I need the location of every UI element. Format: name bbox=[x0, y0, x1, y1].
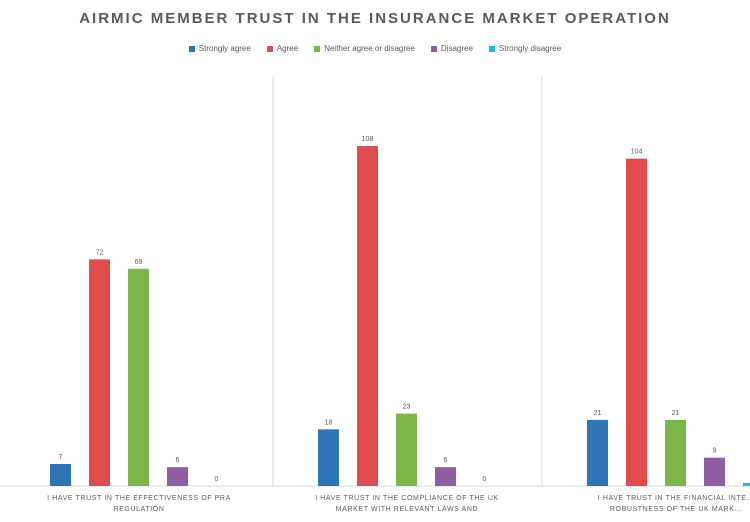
data-label-2-1: 104 bbox=[631, 149, 643, 156]
bar-1-1 bbox=[357, 146, 378, 486]
bar-1-3 bbox=[435, 467, 456, 486]
legend-swatch-agree bbox=[266, 45, 273, 52]
legend-label-neither: Neither agree or disagree bbox=[324, 44, 415, 53]
chart-legend: Strongly agree Agree Neither agree or di… bbox=[0, 44, 750, 53]
bar-0-0 bbox=[50, 463, 71, 486]
legend-label-agree: Agree bbox=[276, 44, 299, 53]
data-label-0-4: 0 bbox=[215, 476, 219, 483]
legend-label-strongly-disagree: Strongly disagree bbox=[498, 44, 562, 53]
legend-item-strongly-agree: Strongly agree bbox=[188, 44, 251, 53]
chart-title: AIRMIC MEMBER TRUST IN THE INSURANCE MAR… bbox=[79, 10, 671, 27]
data-label-0-0: 7 bbox=[59, 454, 63, 461]
data-label-2-2: 21 bbox=[672, 410, 680, 417]
legend-item-strongly-disagree: Strongly disagree bbox=[488, 44, 562, 53]
legend-item-neither: Neither agree or disagree bbox=[314, 44, 415, 53]
legend-swatch-strongly-agree bbox=[188, 45, 195, 52]
data-label-1-0: 18 bbox=[325, 419, 333, 426]
data-label-1-4: 0 bbox=[483, 476, 487, 483]
bar-2-1 bbox=[626, 158, 647, 486]
category-label-0-line-0: I HAVE TRUST IN THE EFFECTIVENESS OF PRA bbox=[47, 495, 231, 502]
category-label-2-line-0: I HAVE TRUST IN THE FINANCIAL INTE... bbox=[598, 495, 750, 502]
bar-2-4 bbox=[743, 482, 750, 486]
legend-swatch-strongly-disagree bbox=[488, 45, 495, 52]
legend-label-strongly-agree: Strongly agree bbox=[198, 44, 251, 53]
bar-0-1 bbox=[89, 259, 110, 486]
legend-item-disagree: Disagree bbox=[430, 44, 473, 53]
bar-0-3 bbox=[167, 467, 188, 486]
category-label-2-line-1: ROBUSTNESS OF THE UK MARK... bbox=[610, 506, 742, 513]
data-label-1-2: 23 bbox=[403, 404, 411, 411]
legend-label-disagree: Disagree bbox=[440, 44, 473, 53]
bar-2-3 bbox=[704, 457, 725, 486]
legend-swatch-disagree bbox=[430, 45, 437, 52]
data-label-2-0: 21 bbox=[594, 410, 602, 417]
data-label-1-1: 108 bbox=[362, 136, 374, 143]
data-label-1-3: 6 bbox=[444, 457, 448, 464]
bar-0-2 bbox=[128, 268, 149, 486]
data-label-0-1: 72 bbox=[96, 249, 104, 256]
data-label-2-3: 9 bbox=[713, 448, 717, 455]
bar-2-0 bbox=[587, 419, 608, 486]
bar-1-2 bbox=[396, 413, 417, 486]
legend-item-agree: Agree bbox=[266, 44, 299, 53]
category-label-0-line-1: REGULATION bbox=[114, 506, 165, 513]
category-label-1-line-0: I HAVE TRUST IN THE COMPLIANCE OF THE UK bbox=[315, 495, 499, 502]
data-label-0-2: 69 bbox=[135, 259, 143, 266]
bar-2-2 bbox=[665, 419, 686, 486]
bar-1-0 bbox=[318, 429, 339, 486]
category-label-1-line-1: MARKET WITH RELEVANT LAWS AND bbox=[336, 506, 478, 513]
legend-swatch-neither bbox=[314, 45, 321, 52]
data-label-0-3: 6 bbox=[176, 457, 180, 464]
